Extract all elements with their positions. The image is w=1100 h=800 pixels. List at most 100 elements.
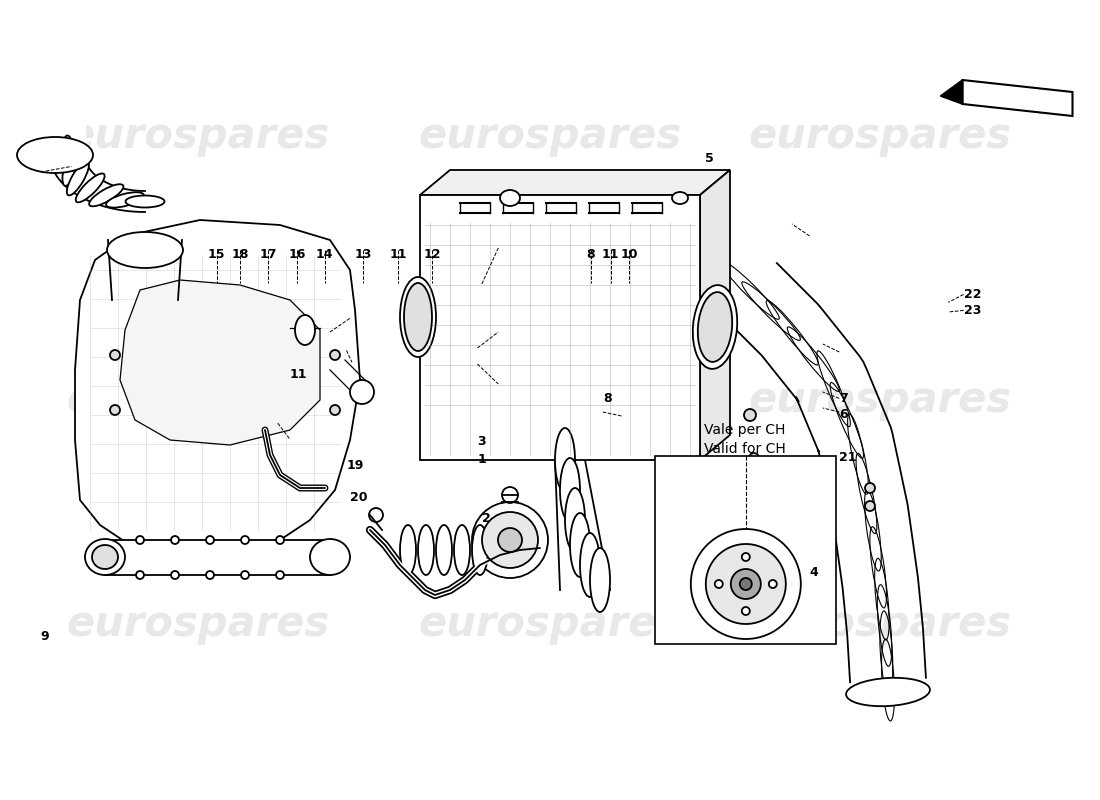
- Bar: [654, 456, 836, 644]
- Text: eurospares: eurospares: [748, 379, 1012, 421]
- Ellipse shape: [454, 525, 470, 575]
- Text: 17: 17: [260, 248, 277, 261]
- Ellipse shape: [865, 501, 874, 511]
- Text: eurospares: eurospares: [418, 115, 682, 157]
- Ellipse shape: [590, 548, 610, 612]
- Ellipse shape: [76, 174, 104, 202]
- Text: 20: 20: [350, 491, 367, 504]
- Ellipse shape: [740, 578, 751, 590]
- Ellipse shape: [500, 190, 520, 206]
- Ellipse shape: [693, 285, 737, 369]
- Ellipse shape: [16, 137, 94, 173]
- Ellipse shape: [350, 380, 374, 404]
- Text: 2: 2: [482, 512, 491, 525]
- Ellipse shape: [85, 539, 125, 575]
- Text: 1: 1: [477, 454, 486, 466]
- Ellipse shape: [741, 607, 750, 615]
- Text: 5: 5: [705, 152, 714, 165]
- Text: 11: 11: [289, 368, 307, 381]
- Text: eurospares: eurospares: [418, 379, 682, 421]
- Ellipse shape: [769, 580, 777, 588]
- Text: 7: 7: [839, 392, 848, 405]
- Ellipse shape: [672, 192, 688, 204]
- Ellipse shape: [865, 483, 874, 493]
- Ellipse shape: [241, 571, 249, 579]
- Ellipse shape: [62, 135, 74, 174]
- Ellipse shape: [749, 453, 759, 463]
- Ellipse shape: [276, 536, 284, 544]
- Ellipse shape: [206, 571, 214, 579]
- Ellipse shape: [498, 528, 522, 552]
- Ellipse shape: [89, 184, 123, 206]
- Ellipse shape: [556, 428, 575, 492]
- Text: 22: 22: [964, 288, 981, 301]
- Ellipse shape: [92, 545, 118, 569]
- Ellipse shape: [741, 553, 750, 561]
- Ellipse shape: [400, 525, 416, 575]
- Text: 14: 14: [316, 248, 333, 261]
- Ellipse shape: [697, 292, 733, 362]
- Bar: [420, 195, 700, 460]
- Text: eurospares: eurospares: [418, 603, 682, 645]
- Text: eurospares: eurospares: [66, 379, 330, 421]
- Bar: [104, 540, 330, 575]
- Ellipse shape: [170, 571, 179, 579]
- Ellipse shape: [170, 536, 179, 544]
- Text: 11: 11: [602, 248, 619, 261]
- Ellipse shape: [330, 350, 340, 360]
- Polygon shape: [700, 170, 730, 460]
- Text: eurospares: eurospares: [66, 603, 330, 645]
- Text: 11: 11: [389, 248, 407, 261]
- Text: 12: 12: [424, 248, 441, 261]
- Text: 21: 21: [839, 451, 857, 464]
- Ellipse shape: [482, 512, 538, 568]
- Ellipse shape: [206, 536, 214, 544]
- Ellipse shape: [400, 277, 436, 357]
- Ellipse shape: [730, 569, 761, 599]
- Ellipse shape: [110, 405, 120, 415]
- Ellipse shape: [368, 508, 383, 522]
- Ellipse shape: [295, 315, 315, 345]
- Ellipse shape: [744, 409, 756, 421]
- Ellipse shape: [136, 571, 144, 579]
- Ellipse shape: [63, 148, 78, 186]
- Ellipse shape: [136, 536, 144, 544]
- Polygon shape: [962, 80, 1072, 116]
- Text: 19: 19: [346, 459, 364, 472]
- Ellipse shape: [67, 161, 89, 195]
- Text: 8: 8: [586, 248, 595, 261]
- Text: Vale per CH
Valid for CH: Vale per CH Valid for CH: [704, 422, 785, 456]
- Ellipse shape: [472, 502, 548, 578]
- Text: 3: 3: [477, 435, 486, 448]
- Polygon shape: [940, 80, 962, 104]
- Ellipse shape: [110, 350, 120, 360]
- Text: eurospares: eurospares: [66, 115, 330, 157]
- Text: 4: 4: [810, 566, 818, 578]
- Text: 18: 18: [231, 248, 249, 261]
- Ellipse shape: [560, 458, 580, 522]
- Ellipse shape: [715, 580, 723, 588]
- Ellipse shape: [846, 678, 929, 706]
- Polygon shape: [75, 220, 360, 555]
- Text: 13: 13: [354, 248, 372, 261]
- Text: eurospares: eurospares: [748, 603, 1012, 645]
- Ellipse shape: [436, 525, 452, 575]
- Ellipse shape: [330, 405, 340, 415]
- Text: 15: 15: [208, 248, 226, 261]
- Ellipse shape: [502, 487, 518, 503]
- Ellipse shape: [241, 536, 249, 544]
- Ellipse shape: [106, 192, 144, 208]
- Ellipse shape: [580, 533, 600, 597]
- Ellipse shape: [749, 471, 759, 481]
- Text: eurospares: eurospares: [748, 115, 1012, 157]
- Text: 8: 8: [603, 392, 612, 405]
- Polygon shape: [420, 170, 730, 195]
- Ellipse shape: [706, 544, 785, 624]
- Ellipse shape: [107, 232, 183, 268]
- Ellipse shape: [404, 283, 432, 351]
- Ellipse shape: [310, 539, 350, 575]
- Ellipse shape: [418, 525, 434, 575]
- Ellipse shape: [565, 488, 585, 552]
- Polygon shape: [120, 280, 320, 445]
- Text: 10: 10: [620, 248, 638, 261]
